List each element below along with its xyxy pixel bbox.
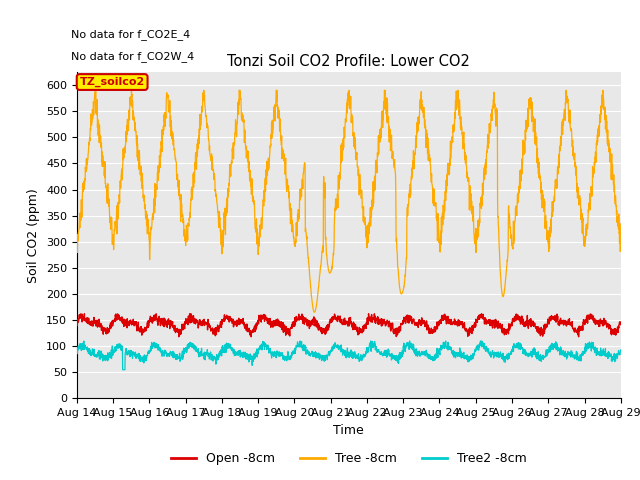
Title: Tonzi Soil CO2 Profile: Lower CO2: Tonzi Soil CO2 Profile: Lower CO2 bbox=[227, 54, 470, 70]
Y-axis label: Soil CO2 (ppm): Soil CO2 (ppm) bbox=[28, 188, 40, 283]
Text: TZ_soilco2: TZ_soilco2 bbox=[79, 77, 145, 87]
Text: No data for f_CO2E_4: No data for f_CO2E_4 bbox=[72, 30, 191, 40]
Text: No data for f_CO2W_4: No data for f_CO2W_4 bbox=[72, 51, 195, 62]
X-axis label: Time: Time bbox=[333, 424, 364, 437]
Legend: Open -8cm, Tree -8cm, Tree2 -8cm: Open -8cm, Tree -8cm, Tree2 -8cm bbox=[166, 447, 532, 470]
